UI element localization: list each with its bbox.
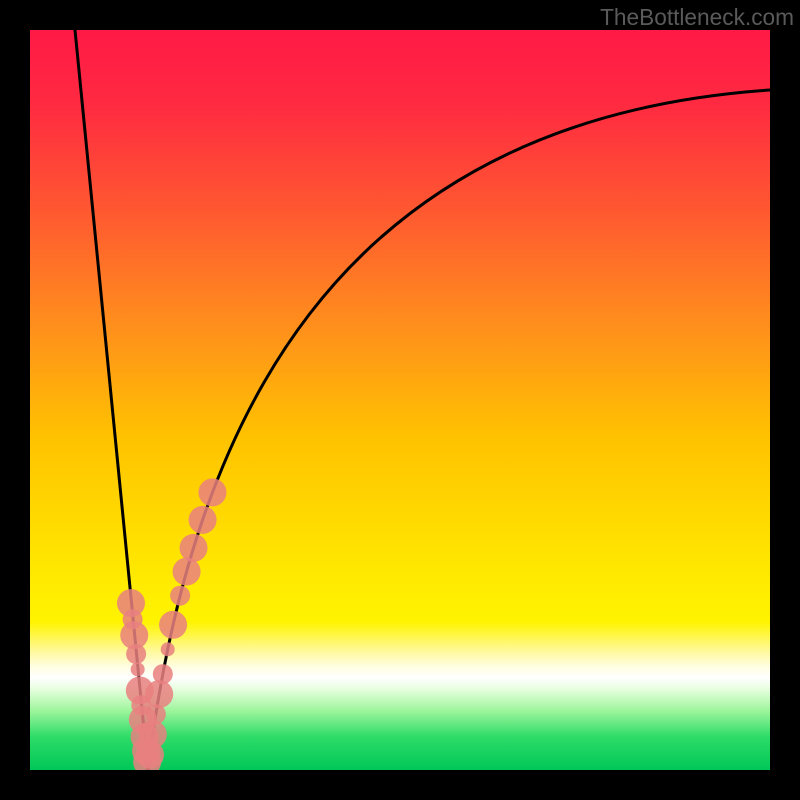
data-marker <box>198 478 226 506</box>
frame-bottom <box>0 770 800 800</box>
frame-left <box>0 0 30 800</box>
data-marker <box>153 664 173 684</box>
data-marker <box>189 506 217 534</box>
bottleneck-chart <box>0 0 800 800</box>
data-marker <box>159 611 187 639</box>
data-marker <box>161 642 175 656</box>
data-marker <box>170 586 190 606</box>
data-marker <box>131 662 145 676</box>
data-marker <box>180 534 208 562</box>
data-marker <box>173 558 201 586</box>
data-marker <box>126 644 146 664</box>
frame-top <box>0 0 800 30</box>
data-marker <box>139 720 167 748</box>
chart-container: TheBottleneck.com <box>0 0 800 800</box>
data-marker <box>145 680 173 708</box>
frame-right <box>770 0 800 800</box>
